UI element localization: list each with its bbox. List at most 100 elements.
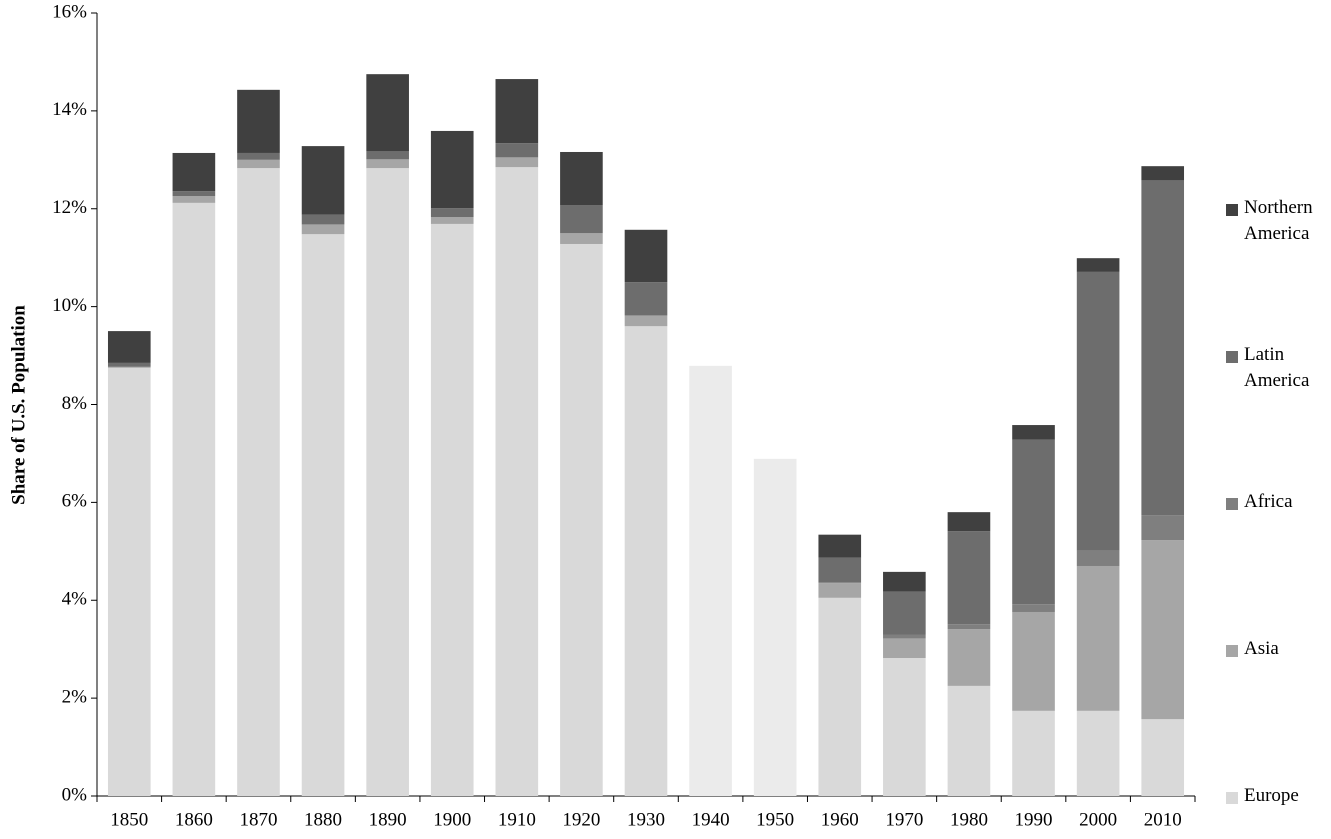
bar-segment: [1141, 719, 1185, 796]
legend-item: Latin America: [1226, 344, 1329, 394]
x-tick-label: 1920: [562, 809, 600, 830]
x-tick-label: 1850: [110, 809, 148, 830]
y-tick-label: 6%: [62, 491, 88, 512]
x-tick-label: 1950: [756, 809, 794, 830]
bar-segment: [1076, 258, 1120, 272]
bar-segment: [947, 512, 991, 532]
bar-segment: [1076, 271, 1120, 551]
bar-segment: [560, 233, 603, 244]
bar-segment: [1012, 611, 1055, 711]
bar-segment: [1012, 425, 1055, 440]
x-tick-label: 1960: [821, 809, 859, 830]
x-tick-label: 1880: [304, 809, 342, 830]
y-tick-label: 12%: [52, 197, 87, 218]
bar-segment: [560, 243, 603, 797]
y-tick-label: 16%: [52, 1, 87, 22]
legend-label: Asia: [1244, 638, 1279, 659]
bar-segment: [495, 157, 539, 168]
bar-segment: [430, 130, 474, 209]
legend-item: Northern America: [1226, 197, 1329, 247]
y-tick-label: 4%: [62, 589, 88, 610]
bar-segment: [883, 638, 926, 658]
bar-segment: [1076, 550, 1120, 566]
bar-segment: [430, 217, 474, 224]
legend-label: Latin America: [1244, 344, 1310, 391]
bar-segment: [107, 366, 151, 368]
bar-segment: [366, 168, 409, 796]
x-tick-label: 1970: [885, 809, 923, 830]
bar-segment: [560, 205, 603, 234]
bar-segment: [1141, 166, 1185, 181]
bar-segment: [1076, 565, 1120, 711]
legend-label: Northern America: [1244, 197, 1313, 244]
y-tick-label: 0%: [62, 784, 88, 805]
y-tick-label: 2%: [62, 686, 88, 707]
y-axis-label: Share of U.S. Population: [8, 305, 29, 505]
bar-segment: [430, 208, 474, 218]
x-tick-label: 1860: [175, 809, 213, 830]
bar-segment: [883, 571, 926, 592]
bar-segment: [947, 629, 991, 686]
legend-label: Europe: [1244, 785, 1299, 806]
x-tick-label: 1980: [950, 809, 988, 830]
y-tick-label: 10%: [52, 295, 87, 316]
bar-segment: [495, 79, 539, 144]
bar-segment: [172, 202, 216, 796]
bar-segment: [818, 597, 862, 796]
x-tick-label: 1900: [433, 809, 471, 830]
bar-segment: [107, 367, 151, 796]
bar-segment: [1141, 540, 1185, 720]
legend-swatch: [1226, 792, 1238, 804]
bar-segment: [366, 74, 409, 152]
legend-item: Asia: [1226, 638, 1329, 662]
bar-segment: [883, 657, 926, 796]
bar-segment: [172, 191, 216, 197]
bar-segment: [172, 152, 216, 192]
bar-segment: [430, 223, 474, 796]
y-tick-label: 14%: [52, 99, 87, 120]
bar-segment: [560, 151, 603, 206]
bar-segment: [818, 582, 862, 584]
bar-segment: [1141, 180, 1185, 516]
bar-segment: [818, 583, 862, 598]
x-tick-label: 1940: [692, 809, 730, 830]
bar-segment: [624, 282, 668, 316]
bar-segment: [1012, 604, 1055, 612]
x-tick-label: 1870: [239, 809, 277, 830]
bar-segment: [495, 167, 539, 796]
bar-segment: [301, 146, 345, 215]
x-tick-label: 1990: [1015, 809, 1053, 830]
bar-segment: [624, 326, 668, 796]
x-tick-label: 2000: [1079, 809, 1117, 830]
bar-segment: [818, 534, 862, 558]
bar-segment: [1141, 515, 1185, 541]
bar-segment: [495, 143, 539, 158]
bar-segment: [237, 159, 280, 169]
bar-segment: [1012, 439, 1055, 605]
x-tick-label: 1930: [627, 809, 665, 830]
legend-swatch: [1226, 351, 1238, 363]
bar-segment: [366, 151, 409, 160]
bar-segment: [624, 229, 668, 283]
bar-segment: [172, 196, 216, 203]
bar-segment: [883, 634, 926, 639]
bar-segment: [1076, 710, 1120, 796]
bar-segment: [107, 331, 151, 363]
bar-segment: [366, 159, 409, 169]
bar-segment: [301, 224, 345, 235]
legend-label: Africa: [1244, 491, 1293, 512]
x-tick-label: 1890: [369, 809, 407, 830]
legend-swatch: [1226, 498, 1238, 510]
bar-segment: [237, 168, 280, 796]
bar-segment: [753, 458, 797, 796]
bar-segment: [1012, 710, 1055, 796]
y-tick-label: 8%: [62, 393, 88, 414]
bar-segment: [947, 531, 991, 625]
bar-segment: [883, 591, 926, 635]
legend-item: Europe: [1226, 785, 1329, 809]
bar-segment: [301, 214, 345, 225]
bar-segment: [947, 685, 991, 796]
bar-segment: [818, 557, 862, 583]
x-tick-label: 2010: [1144, 809, 1182, 830]
